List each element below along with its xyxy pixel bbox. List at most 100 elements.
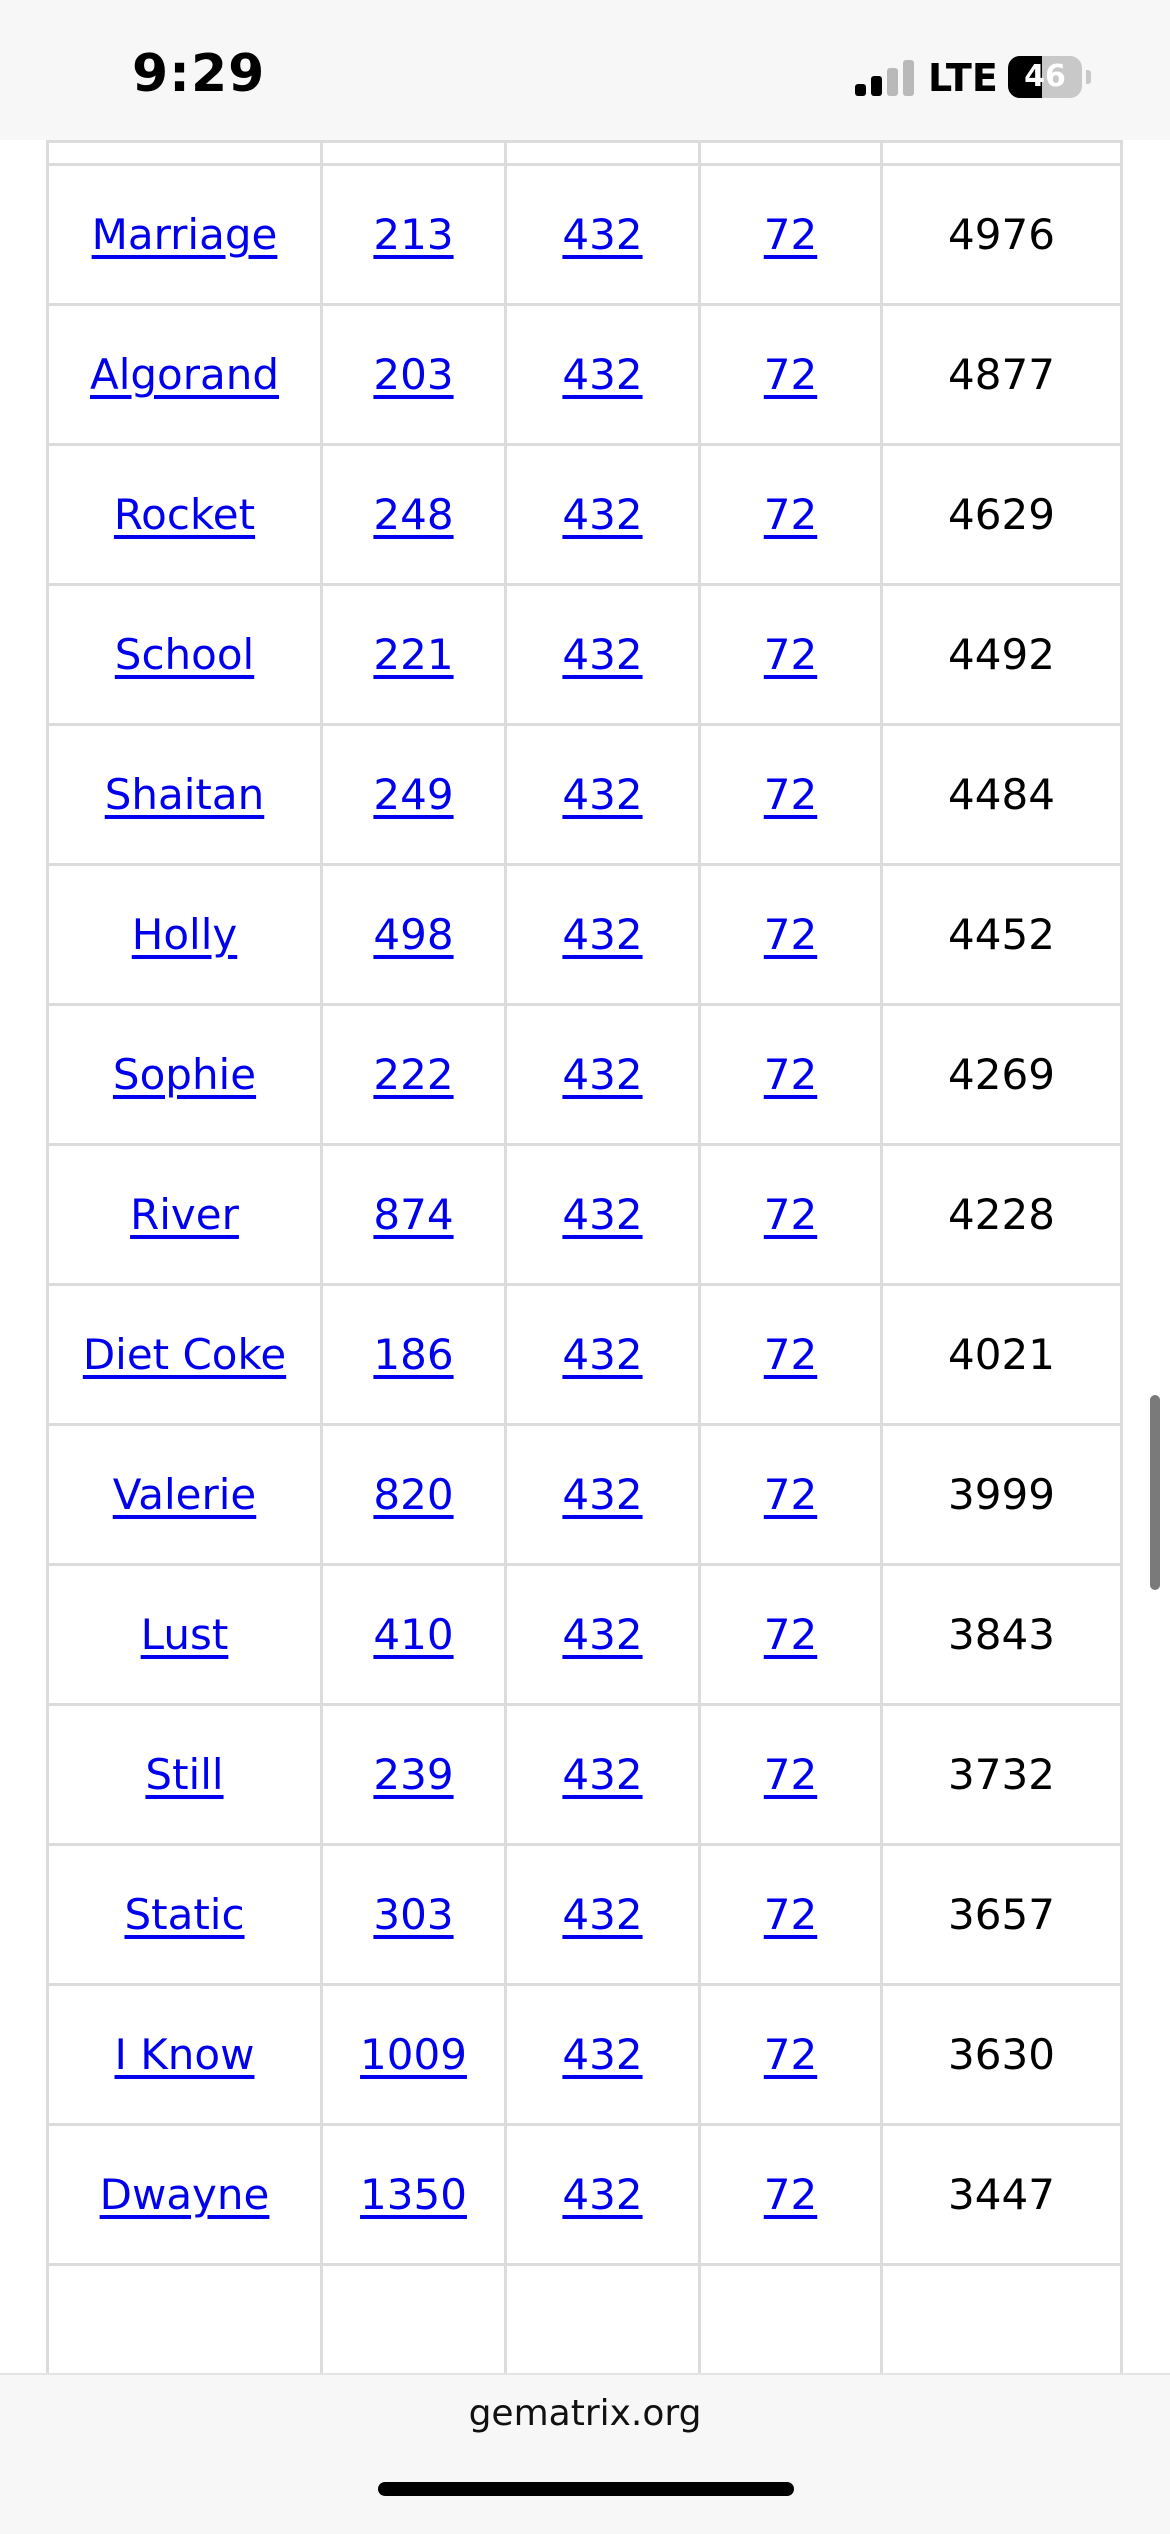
table-row: Lust 410 432 72 3843 — [46, 1563, 1123, 1706]
table-cell: Dwayne — [46, 2123, 323, 2266]
word-link[interactable]: I Know — [114, 2030, 255, 2079]
value-link-col4[interactable]: 72 — [763, 350, 818, 399]
value-col5: 4976 — [948, 210, 1055, 259]
table-row: River 874 432 72 4228 — [46, 1143, 1123, 1286]
table-cell: 432 — [504, 1143, 701, 1286]
table-cell: 3999 — [880, 1423, 1123, 1566]
value-link-col4[interactable]: 72 — [763, 2030, 818, 2079]
value-link-col3[interactable]: 432 — [562, 770, 643, 819]
table-cell: 72 — [698, 863, 883, 1006]
value-link-col3[interactable]: 432 — [562, 1190, 643, 1239]
value-link-col4[interactable]: 72 — [763, 1470, 818, 1519]
table-cell: 72 — [698, 1143, 883, 1286]
value-link-col3[interactable]: 432 — [562, 1330, 643, 1379]
word-link[interactable]: Rocket — [113, 490, 256, 539]
value-link-col2[interactable]: 221 — [373, 630, 454, 679]
word-link[interactable]: Sophie — [112, 1050, 257, 1099]
table-cell: 72 — [698, 583, 883, 726]
results-table: Marriage 213 432 72 4976 Algorand 203 432 72 4877… — [46, 140, 1123, 2406]
value-link-col4[interactable]: 72 — [763, 1610, 818, 1659]
table-row: Marriage 213 432 72 4976 — [46, 163, 1123, 306]
word-link[interactable]: Static — [124, 1890, 245, 1939]
value-link-col3[interactable]: 432 — [562, 2030, 643, 2079]
table-row: I Know 1009 432 72 3630 — [46, 1983, 1123, 2126]
status-bar: 9:29 LTE 46 — [0, 0, 1170, 140]
value-link-col2[interactable]: 1350 — [360, 2170, 467, 2219]
word-link[interactable]: Lust — [140, 1610, 229, 1659]
table-cell: 432 — [504, 583, 701, 726]
value-link-col3[interactable]: 432 — [562, 630, 643, 679]
network-type: LTE — [928, 56, 998, 100]
value-link-col4[interactable]: 72 — [763, 1050, 818, 1099]
table-cell: 72 — [698, 1423, 883, 1566]
page-scrollbar[interactable] — [1150, 1395, 1160, 1590]
value-link-col3[interactable]: 432 — [562, 910, 643, 959]
address-bar-url[interactable]: gematrix.org — [468, 2393, 702, 2434]
value-link-col2[interactable]: 1009 — [360, 2030, 467, 2079]
value-link-col3[interactable]: 432 — [562, 210, 643, 259]
table-cell: 72 — [698, 303, 883, 446]
value-link-col3[interactable]: 432 — [562, 1050, 643, 1099]
table-cell: 72 — [698, 1563, 883, 1706]
value-link-col2[interactable]: 213 — [373, 210, 454, 259]
value-link-col2[interactable]: 203 — [373, 350, 454, 399]
word-link[interactable]: River — [130, 1190, 239, 1239]
value-link-col2[interactable]: 222 — [373, 1050, 454, 1099]
value-link-col4[interactable]: 72 — [763, 630, 818, 679]
value-link-col4[interactable]: 72 — [763, 1330, 818, 1379]
value-link-col3[interactable]: 432 — [562, 1750, 643, 1799]
table-cell: 432 — [504, 723, 701, 866]
word-link[interactable]: Dwayne — [99, 2170, 270, 2219]
value-link-col3[interactable]: 432 — [562, 1470, 643, 1519]
table-cell: 4484 — [880, 723, 1123, 866]
value-link-col2[interactable]: 249 — [373, 770, 454, 819]
value-col5: 4021 — [948, 1330, 1055, 1379]
value-link-col3[interactable]: 432 — [562, 350, 643, 399]
table-cell: 186 — [320, 1283, 507, 1426]
value-link-col2[interactable]: 239 — [373, 1750, 454, 1799]
word-link[interactable]: Diet Coke — [82, 1330, 287, 1379]
table-cell: 4976 — [880, 163, 1123, 306]
table-cell: 239 — [320, 1703, 507, 1846]
word-link[interactable]: School — [114, 630, 255, 679]
table-cell: 72 — [698, 2123, 883, 2266]
table-cell: 221 — [320, 583, 507, 726]
word-link[interactable]: Marriage — [91, 210, 278, 259]
value-link-col4[interactable]: 72 — [763, 2170, 818, 2219]
value-link-col3[interactable]: 432 — [562, 490, 643, 539]
value-link-col2[interactable]: 820 — [373, 1470, 454, 1519]
table-cell: 1350 — [320, 2123, 507, 2266]
value-link-col2[interactable]: 874 — [373, 1190, 454, 1239]
table-cell: 3447 — [880, 2123, 1123, 2266]
word-link[interactable]: Holly — [131, 910, 238, 959]
battery-icon: 46 — [1008, 56, 1091, 98]
value-link-col2[interactable]: 410 — [373, 1610, 454, 1659]
table-cell: 4228 — [880, 1143, 1123, 1286]
value-link-col4[interactable]: 72 — [763, 490, 818, 539]
value-link-col3[interactable]: 432 — [562, 1890, 643, 1939]
value-link-col4[interactable]: 72 — [763, 1190, 818, 1239]
table-cell: 874 — [320, 1143, 507, 1286]
word-link[interactable]: Valerie — [112, 1470, 257, 1519]
word-link[interactable]: Shaitan — [104, 770, 265, 819]
value-link-col2[interactable]: 186 — [373, 1330, 454, 1379]
home-indicator[interactable] — [378, 2482, 794, 2496]
value-link-col4[interactable]: 72 — [763, 210, 818, 259]
word-link[interactable]: Still — [145, 1750, 224, 1799]
value-link-col2[interactable]: 248 — [373, 490, 454, 539]
table-cell: Rocket — [46, 443, 323, 586]
value-link-col4[interactable]: 72 — [763, 1890, 818, 1939]
value-link-col2[interactable]: 498 — [373, 910, 454, 959]
value-link-col4[interactable]: 72 — [763, 1750, 818, 1799]
value-link-col3[interactable]: 432 — [562, 1610, 643, 1659]
value-link-col4[interactable]: 72 — [763, 910, 818, 959]
table-row: Dwayne 1350 432 72 3447 — [46, 2123, 1123, 2266]
value-link-col4[interactable]: 72 — [763, 770, 818, 819]
table-cell: 4629 — [880, 443, 1123, 586]
value-col5: 3732 — [948, 1750, 1055, 1799]
word-link[interactable]: Algorand — [89, 350, 280, 399]
table-cell: 432 — [504, 1563, 701, 1706]
battery-percent: 46 — [1024, 59, 1066, 94]
value-link-col2[interactable]: 303 — [373, 1890, 454, 1939]
value-link-col3[interactable]: 432 — [562, 2170, 643, 2219]
